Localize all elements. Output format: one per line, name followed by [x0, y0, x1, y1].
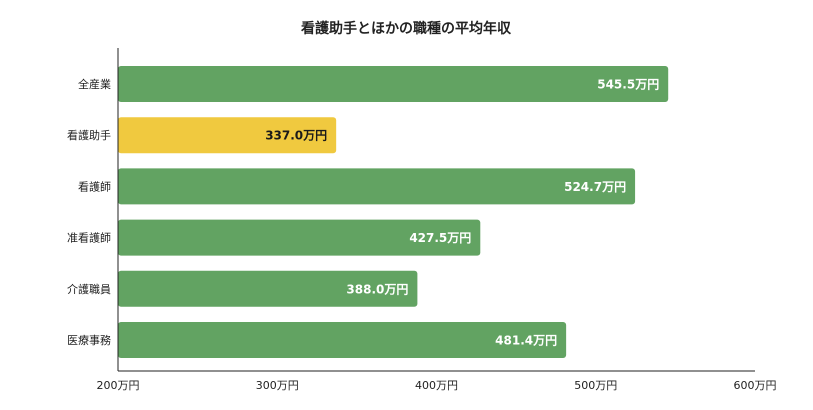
- x-axis-ticks: 200万円 300万円 400万円 500万円 600万円: [97, 379, 777, 392]
- category-label: 准看護師: [67, 231, 111, 245]
- category-label: 介護職員: [67, 282, 111, 296]
- x-tick-label: 400万円: [415, 379, 458, 392]
- bar-4: [118, 219, 481, 256]
- bar-3: [118, 168, 636, 205]
- bars-layer: 545.5万円 337.0万円 524.7万円 427.5万円 388.0万円 481.4…: [118, 66, 669, 358]
- category-label: 看護助手: [67, 128, 111, 142]
- bar-5: [118, 270, 418, 307]
- bar-value-label: 524.7万円: [564, 180, 626, 194]
- bar-value-label: 337.0万円: [265, 129, 327, 143]
- bar-6: [118, 322, 567, 358]
- category-label: 看護師: [78, 179, 111, 193]
- category-label: 全産業: [78, 77, 111, 91]
- bar-value-label: 481.4万円: [495, 334, 557, 348]
- bar-1: [118, 66, 669, 102]
- x-tick-label: 600万円: [734, 379, 777, 392]
- bar-value-label: 545.5万円: [597, 78, 659, 92]
- bar-2: [118, 117, 337, 154]
- x-tick-label: 500万円: [574, 379, 617, 392]
- x-tick-label: 300万円: [256, 379, 299, 392]
- bar-value-label: 427.5万円: [409, 231, 471, 245]
- bar-value-label: 388.0万円: [346, 282, 408, 296]
- x-tick-label: 200万円: [97, 379, 140, 392]
- chart-title: 看護助手とほかの職種の平均年収: [300, 20, 512, 37]
- category-label: 医療事務: [67, 333, 111, 347]
